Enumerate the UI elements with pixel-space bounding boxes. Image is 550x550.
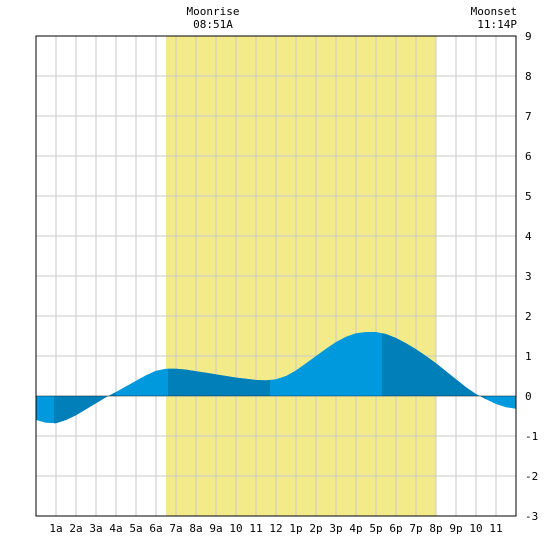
y-tick-label: -3 [525, 510, 538, 523]
y-tick-label: 4 [525, 230, 532, 243]
tide-band [168, 368, 270, 396]
y-tick-label: 1 [525, 350, 532, 363]
grid-layer [36, 36, 516, 516]
y-tick-label: -1 [525, 430, 538, 443]
moon-event-label: Moonrise [187, 5, 240, 18]
x-tick-label: 5a [129, 522, 142, 535]
y-tick-labels: 9 8 7 6 5 4 3 2 1 0 -1 -2 -3 [525, 30, 538, 523]
x-tick-label: 6a [149, 522, 162, 535]
y-tick-label: 6 [525, 150, 532, 163]
x-tick-label: 3a [89, 522, 102, 535]
x-tick-label: 8p [429, 522, 442, 535]
x-tick-labels: 1a 2a 3a 4a 5a 6a 7a 8a 9a 10 11 12 1p 2p 3p 4p 5p 6p 7p 8p… [49, 522, 502, 535]
x-tick-label: 1a [49, 522, 62, 535]
x-tick-label: 5p [369, 522, 382, 535]
x-tick-label: 8a [189, 522, 202, 535]
x-tick-label: 4p [349, 522, 362, 535]
x-tick-label: 7p [409, 522, 422, 535]
x-tick-label: 12 [269, 522, 282, 535]
y-tick-label: 7 [525, 110, 532, 123]
moon-event-time: 11:14P [477, 18, 517, 31]
x-tick-label: 11 [489, 522, 502, 535]
x-tick-label: 4a [109, 522, 122, 535]
x-tick-label: 10 [469, 522, 482, 535]
tide-layer [36, 332, 516, 424]
y-tick-label: 3 [525, 270, 532, 283]
y-tick-label: 8 [525, 70, 532, 83]
moon-event-time: 08:51A [193, 18, 233, 31]
y-tick-label: 5 [525, 190, 532, 203]
y-tick-label: 9 [525, 30, 532, 43]
x-tick-label: 9a [209, 522, 222, 535]
x-tick-label: 11 [249, 522, 262, 535]
x-tick-label: 1p [289, 522, 302, 535]
tide-band [54, 392, 116, 424]
x-tick-label: 3p [329, 522, 342, 535]
plot-frame [35, 35, 517, 517]
tide-band [382, 333, 486, 400]
y-tick-label: 0 [525, 390, 532, 403]
x-tick-label: 9p [449, 522, 462, 535]
x-tick-label: 7a [169, 522, 182, 535]
x-tick-label: 2a [69, 522, 82, 535]
y-tick-label: -2 [525, 470, 538, 483]
x-tick-label: 10 [229, 522, 242, 535]
y-tick-label: 2 [525, 310, 532, 323]
x-tick-label: 2p [309, 522, 322, 535]
x-tick-label: 6p [389, 522, 402, 535]
moon-event-label: Moonset [471, 5, 517, 18]
